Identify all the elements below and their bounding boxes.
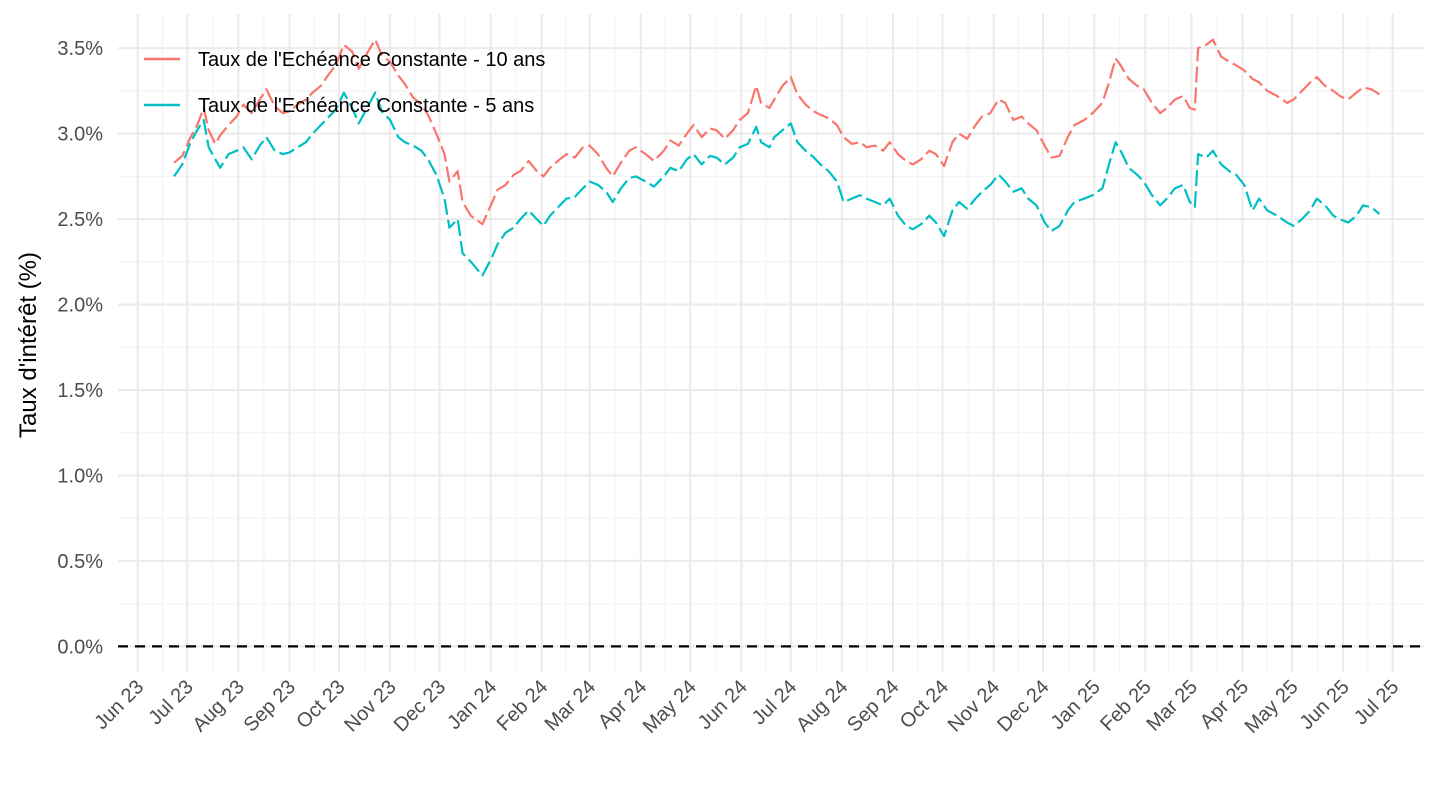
y-axis: 0.0% 0.5% 1.0% 1.5% 2.0% 2.5% 3.0% 3.5% — [57, 38, 103, 658]
x-tick-label: Feb 24 — [493, 676, 553, 736]
x-tick-label: Nov 24 — [944, 676, 1004, 736]
x-tick-label: Jun 23 — [90, 676, 148, 734]
series-lines — [173, 38, 1381, 277]
x-tick-label: Feb 25 — [1096, 676, 1156, 736]
series-line-5-ans — [173, 91, 1381, 277]
x-tick-label: Sep 23 — [240, 676, 300, 736]
y-tick-label: 3.5% — [57, 38, 103, 60]
x-tick-label: Jan 25 — [1047, 676, 1105, 734]
x-tick-label: Oct 24 — [896, 676, 953, 733]
x-tick-label: May 25 — [1241, 676, 1303, 738]
x-tick-label: May 24 — [639, 676, 701, 738]
y-tick-label: 1.0% — [57, 465, 103, 487]
x-tick-label: Sep 24 — [843, 676, 903, 736]
y-tick-label: 1.5% — [57, 380, 103, 402]
gridlines — [118, 14, 1424, 672]
x-tick-label: Dec 23 — [390, 676, 450, 736]
x-tick-label: Dec 24 — [993, 676, 1053, 736]
x-tick-label: Jun 24 — [694, 676, 752, 734]
legend-label: Taux de l'Echéance Constante - 10 ans — [198, 49, 545, 71]
legend: Taux de l'Echéance Constante - 10 ans Tau… — [144, 49, 545, 117]
y-tick-label: 0.5% — [57, 551, 103, 573]
y-tick-label: 0.0% — [57, 636, 103, 658]
x-tick-label: Jun 25 — [1296, 676, 1354, 734]
x-tick-label: Aug 23 — [189, 676, 249, 736]
x-tick-label: Mar 24 — [541, 676, 601, 736]
x-tick-label: Jul 25 — [1350, 676, 1403, 729]
x-tick-label: Aug 24 — [792, 676, 852, 736]
series-line-10-ans — [173, 38, 1381, 226]
x-tick-label: Oct 23 — [292, 676, 349, 733]
y-axis-title: Taux d'intérêt (%) — [15, 252, 42, 438]
y-tick-label: 2.0% — [57, 295, 103, 317]
x-tick-label: Nov 23 — [340, 676, 400, 736]
y-tick-label: 3.0% — [57, 124, 103, 146]
y-tick-label: 2.5% — [57, 209, 103, 231]
legend-label: Taux de l'Echéance Constante - 5 ans — [198, 95, 534, 117]
x-tick-label: Mar 25 — [1142, 676, 1202, 736]
x-tick-label: Jan 24 — [443, 676, 501, 734]
